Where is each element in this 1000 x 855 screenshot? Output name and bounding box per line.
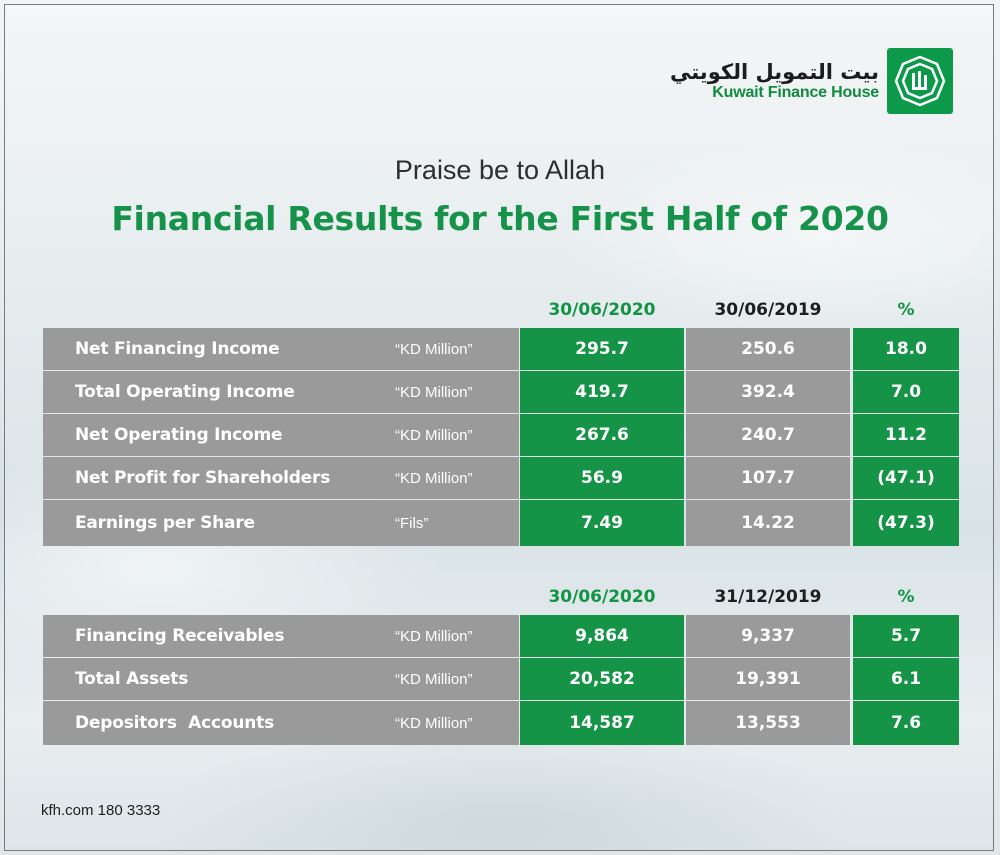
table-row: Net Financing Income “KD Million” 295.7 … [43,328,959,370]
value-percent: 18.0 [853,328,959,370]
row-label: Financing Receivables [43,615,519,657]
value-percent: 7.6 [853,701,959,745]
row-label: Net Profit for Shareholders [43,457,519,499]
kfh-logo: بيت التمويل الكويتي Kuwait Finance House [670,45,953,117]
table1-header-previous: 30/06/2019 [714,300,822,320]
page-title: Financial Results for the First Half of … [111,199,889,238]
value-current: 295.7 [520,328,684,370]
value-previous: 250.6 [686,328,850,370]
row-unit: “KD Million” [395,340,473,358]
value-current: 7.49 [520,500,684,546]
row-label-text: Net Financing Income [75,339,280,359]
row-label-text: Earnings per Share [75,513,255,533]
table-row: Net Operating Income “KD Million” 267.6 … [43,414,959,456]
value-percent: 7.0 [853,371,959,413]
value-current: 56.9 [520,457,684,499]
value-previous: 240.7 [686,414,850,456]
logo-name-arabic: بيت التمويل الكويتي [669,59,879,84]
row-label-text: Total Assets [75,669,189,689]
row-label-text: Net Operating Income [75,425,283,445]
row-label: Total Operating Income [43,371,519,413]
value-previous: 107.7 [686,457,850,499]
value-current: 20,582 [520,658,684,700]
row-unit: “KD Million” [395,426,473,444]
row-unit: “KD Million” [395,383,473,401]
value-current: 419.7 [520,371,684,413]
value-percent: 5.7 [853,615,959,657]
value-previous: 9,337 [686,615,850,657]
row-unit: “KD Million” [395,469,473,487]
value-percent: 6.1 [853,658,959,700]
row-unit: “KD Million” [395,670,473,688]
logo-name-english: Kuwait Finance House [712,83,879,101]
row-label: Net Financing Income [43,328,519,370]
row-label-text: Financing Receivables [75,626,285,646]
value-previous: 392.4 [686,371,850,413]
value-percent: 11.2 [853,414,959,456]
table2-header-percent: % [897,587,915,607]
kfh-emblem-icon [887,48,953,114]
value-percent: (47.3) [853,500,959,546]
table-row: Financing Receivables “KD Million” 9,864… [43,615,959,657]
table-row: Net Profit for Shareholders “KD Million”… [43,457,959,499]
table1-header-current: 30/06/2020 [548,300,656,320]
row-label: Depositors Accounts [43,701,519,745]
row-label-text: Net Profit for Shareholders [75,468,331,488]
table-row: Total Assets “KD Million” 20,582 19,391 … [43,658,959,700]
row-label: Earnings per Share [43,500,519,546]
table1-header-percent: % [897,300,915,320]
logo-wordmark: بيت التمويل الكويتي Kuwait Finance House [669,59,879,102]
value-current: 9,864 [520,615,684,657]
row-label: Total Assets [43,658,519,700]
contact-info: kfh.com 180 3333 [41,802,161,819]
table2-header-previous: 31/12/2019 [714,587,822,607]
table-row: Earnings per Share “Fils” 7.49 14.22 (47… [43,500,959,546]
row-label: Net Operating Income [43,414,519,456]
subheading: Praise be to Allah [394,155,606,185]
row-unit: “KD Million” [395,714,473,732]
advertisement-panel: بيت التمويل الكويتي Kuwait Finance House… [4,4,994,851]
row-unit: “KD Million” [395,627,473,645]
table-row: Depositors Accounts “KD Million” 14,587 … [43,701,959,745]
value-previous: 14.22 [686,500,850,546]
value-previous: 13,553 [686,701,850,745]
table2-header-current: 30/06/2020 [548,587,656,607]
table-row: Total Operating Income “KD Million” 419.… [43,371,959,413]
value-previous: 19,391 [686,658,850,700]
row-unit: “Fils” [395,514,429,532]
row-label-text: Total Operating Income [75,382,295,402]
value-percent: (47.1) [853,457,959,499]
row-label-text: Depositors Accounts [75,713,275,733]
value-current: 14,587 [520,701,684,745]
value-current: 267.6 [520,414,684,456]
